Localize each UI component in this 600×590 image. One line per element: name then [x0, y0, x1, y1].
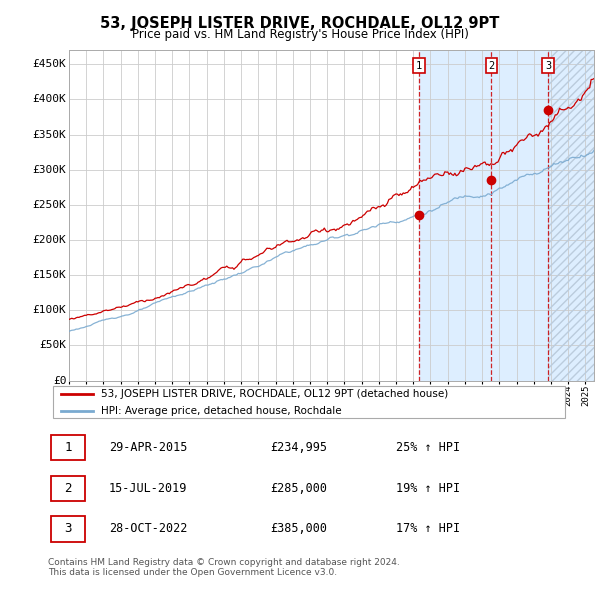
- Text: £300K: £300K: [32, 165, 67, 175]
- Text: £350K: £350K: [32, 130, 67, 139]
- Text: £285,000: £285,000: [270, 481, 327, 495]
- FancyBboxPatch shape: [50, 435, 85, 460]
- Text: 15-JUL-2019: 15-JUL-2019: [109, 481, 187, 495]
- Text: 3: 3: [64, 522, 71, 535]
- Text: 2: 2: [64, 481, 71, 495]
- Bar: [548, 50, 594, 381]
- Bar: [419, 50, 594, 381]
- Text: Price paid vs. HM Land Registry's House Price Index (HPI): Price paid vs. HM Land Registry's House …: [131, 28, 469, 41]
- Text: £200K: £200K: [32, 235, 67, 245]
- FancyBboxPatch shape: [50, 476, 85, 501]
- Text: £150K: £150K: [32, 270, 67, 280]
- Bar: [548, 50, 594, 381]
- Text: 1: 1: [416, 61, 422, 71]
- Text: £100K: £100K: [32, 305, 67, 315]
- FancyBboxPatch shape: [53, 386, 565, 418]
- Text: 17% ↑ HPI: 17% ↑ HPI: [397, 522, 461, 535]
- Text: £0: £0: [53, 376, 67, 385]
- Text: 3: 3: [545, 61, 551, 71]
- Text: £250K: £250K: [32, 200, 67, 210]
- Text: £50K: £50K: [40, 340, 67, 350]
- Text: HPI: Average price, detached house, Rochdale: HPI: Average price, detached house, Roch…: [101, 405, 341, 415]
- Text: 19% ↑ HPI: 19% ↑ HPI: [397, 481, 461, 495]
- Text: 25% ↑ HPI: 25% ↑ HPI: [397, 441, 461, 454]
- Text: £450K: £450K: [32, 59, 67, 69]
- Text: £234,995: £234,995: [270, 441, 327, 454]
- Text: 29-APR-2015: 29-APR-2015: [109, 441, 187, 454]
- Text: £385,000: £385,000: [270, 522, 327, 535]
- Text: 2: 2: [488, 61, 494, 71]
- Text: 28-OCT-2022: 28-OCT-2022: [109, 522, 187, 535]
- Text: 53, JOSEPH LISTER DRIVE, ROCHDALE, OL12 9PT: 53, JOSEPH LISTER DRIVE, ROCHDALE, OL12 …: [100, 16, 500, 31]
- Text: £400K: £400K: [32, 94, 67, 104]
- Text: 1: 1: [64, 441, 71, 454]
- Text: Contains HM Land Registry data © Crown copyright and database right 2024.
This d: Contains HM Land Registry data © Crown c…: [48, 558, 400, 577]
- Text: 53, JOSEPH LISTER DRIVE, ROCHDALE, OL12 9PT (detached house): 53, JOSEPH LISTER DRIVE, ROCHDALE, OL12 …: [101, 389, 448, 399]
- FancyBboxPatch shape: [50, 516, 85, 542]
